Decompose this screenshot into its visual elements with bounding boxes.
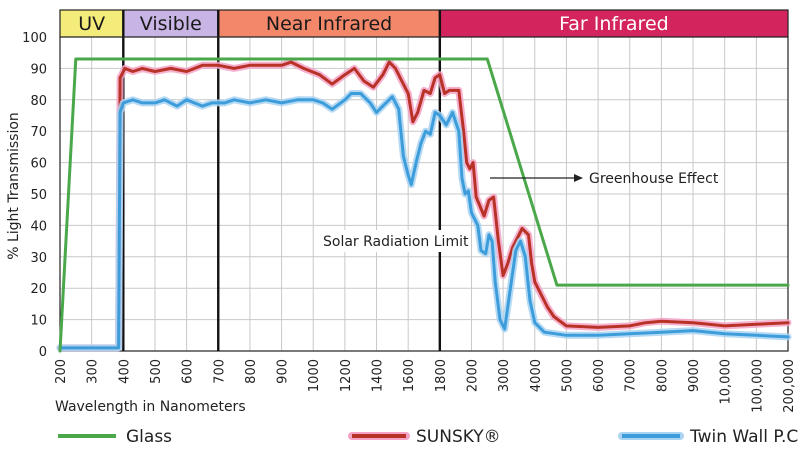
y-tick-label: 90 — [30, 62, 47, 77]
series-line-0 — [58, 57, 790, 353]
x-axis-label: Wavelength in Nanometers — [55, 399, 246, 415]
x-tick-label: 200,000 — [782, 359, 797, 413]
x-tick-label: 600 — [181, 359, 196, 384]
x-tick-label: 300 — [86, 359, 101, 384]
y-tick-label: 60 — [30, 157, 47, 172]
greenhouse-arrow-head — [574, 174, 583, 182]
x-tick-label: 700 — [212, 359, 227, 384]
band-label-0: UV — [78, 13, 105, 35]
y-tick-label: 40 — [30, 219, 47, 234]
x-tick-label: 7000 — [624, 359, 639, 392]
x-tick-label: 10,000 — [719, 359, 734, 405]
x-tick-label: 2000 — [465, 359, 480, 392]
legend-label-1: SUNSKY® — [416, 427, 501, 447]
solar-label-bg — [318, 230, 466, 252]
greenhouse-effect-label: Greenhouse Effect — [589, 171, 719, 187]
band-label-1: Visible — [140, 13, 202, 35]
x-tick-label: 1000 — [307, 359, 322, 392]
solar-radiation-label: Solar Radiation Limit — [323, 234, 469, 250]
x-tick-label: 1200 — [339, 359, 354, 392]
x-tick-label: 8000 — [655, 359, 670, 392]
chart-annotations: Greenhouse Effect Solar Radiation Limit — [318, 171, 719, 252]
band-3 — [439, 10, 788, 37]
x-tick-label: 100,000 — [750, 359, 765, 413]
x-tick-label: 1400 — [371, 359, 386, 392]
series-line-1 — [58, 60, 790, 350]
spectrum-bands: UV Visible Near Infrared Far Infrared — [60, 10, 788, 37]
x-axis-ticks: 200 300 400 500 600 700 800 900 1000 1200 1400 1600… — [54, 359, 797, 413]
legend: Glass SUNSKY® Twin Wall P.C. — [58, 427, 800, 447]
y-axis-label: % Light Transmission — [6, 112, 22, 260]
legend-label-2: Twin Wall P.C. — [689, 427, 800, 447]
y-tick-label: 50 — [30, 188, 47, 203]
y-tick-label: 70 — [30, 125, 47, 140]
x-tick-label: 6000 — [592, 359, 607, 392]
y-tick-label: 80 — [30, 94, 47, 109]
legend-label-0: Glass — [126, 427, 172, 447]
x-tick-label: 1800 — [434, 359, 449, 392]
x-tick-label: 1600 — [402, 359, 417, 392]
x-tick-label: 900 — [276, 359, 291, 384]
y-tick-label: 0 — [39, 345, 47, 360]
x-tick-label: 800 — [244, 359, 259, 384]
series-lines — [56, 57, 792, 353]
x-tick-label: 4000 — [529, 359, 544, 392]
x-tick-label: 400 — [117, 359, 132, 384]
band-label-3: Far Infrared — [559, 13, 669, 35]
y-axis-ticks: 0 10 20 30 40 50 60 70 80 90 100 — [22, 31, 47, 360]
y-tick-label: 20 — [30, 282, 47, 297]
x-tick-label: 200 — [54, 359, 69, 384]
x-tick-label: 3000 — [497, 359, 512, 392]
band-2 — [218, 10, 440, 37]
x-tick-label: 500 — [149, 359, 164, 384]
y-tick-label: 100 — [22, 31, 47, 46]
plot-frame — [59, 9, 789, 352]
series-line-2 — [58, 92, 790, 350]
band-label-2: Near Infrared — [266, 13, 392, 35]
x-tick-label: 5000 — [560, 359, 575, 392]
x-tick-label: 9000 — [687, 359, 702, 392]
band-0 — [60, 10, 124, 37]
y-tick-label: 30 — [30, 251, 47, 266]
y-tick-label: 10 — [30, 314, 47, 329]
band-1 — [123, 10, 219, 37]
